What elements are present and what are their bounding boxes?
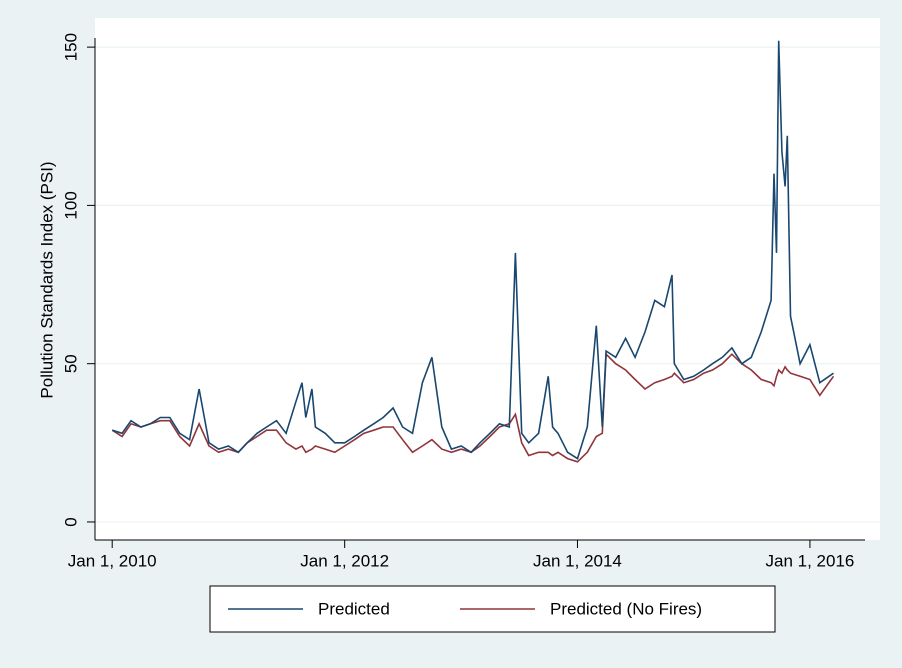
plot-area <box>95 18 880 540</box>
y-axis-title: Pollution Standards Index (PSI) <box>37 161 56 398</box>
x-tick-label: Jan 1, 2016 <box>766 551 855 570</box>
x-tick-label: Jan 1, 2012 <box>300 551 389 570</box>
y-tick-label: 100 <box>61 191 80 219</box>
y-tick-label: 150 <box>61 33 80 61</box>
legend-label: Predicted (No Fires) <box>550 599 702 618</box>
y-tick-label: 50 <box>61 354 80 373</box>
series-line <box>111 40 834 460</box>
x-tick-label: Jan 1, 2010 <box>68 551 157 570</box>
x-tick-label: Jan 1, 2014 <box>533 551 622 570</box>
legend-label: Predicted <box>318 599 390 618</box>
y-tick-label: 0 <box>61 517 80 526</box>
